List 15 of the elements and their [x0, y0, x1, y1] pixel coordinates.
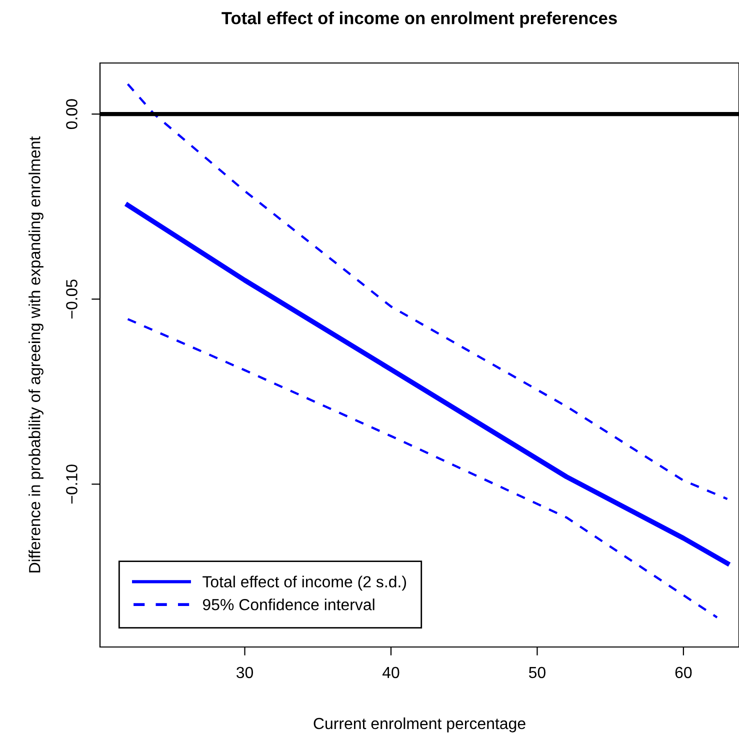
chart-title: Total effect of income on enrolment preferences — [222, 12, 617, 28]
x-axis-title: Current enrolment percentage — [314, 717, 526, 732]
line-series — [125, 202, 730, 566]
legend-label: 95% Confidence interval — [202, 598, 374, 610]
x-tick-label: 50 — [528, 666, 546, 678]
line-series — [126, 82, 728, 500]
x-tick-label: 40 — [382, 666, 400, 678]
y-tick-label: 0.00 — [66, 99, 78, 129]
line-series — [126, 318, 718, 619]
y-tick-label: −0.10 — [66, 464, 78, 504]
y-axis-title: Difference in probability of agreeing with expanding enrolment — [28, 136, 44, 572]
y-tick-label: −0.05 — [66, 280, 78, 319]
x-tick-label: 60 — [675, 666, 692, 678]
legend-label: Total effect of income (2 s.d.) — [202, 576, 406, 591]
x-tick-label: 30 — [236, 666, 254, 678]
